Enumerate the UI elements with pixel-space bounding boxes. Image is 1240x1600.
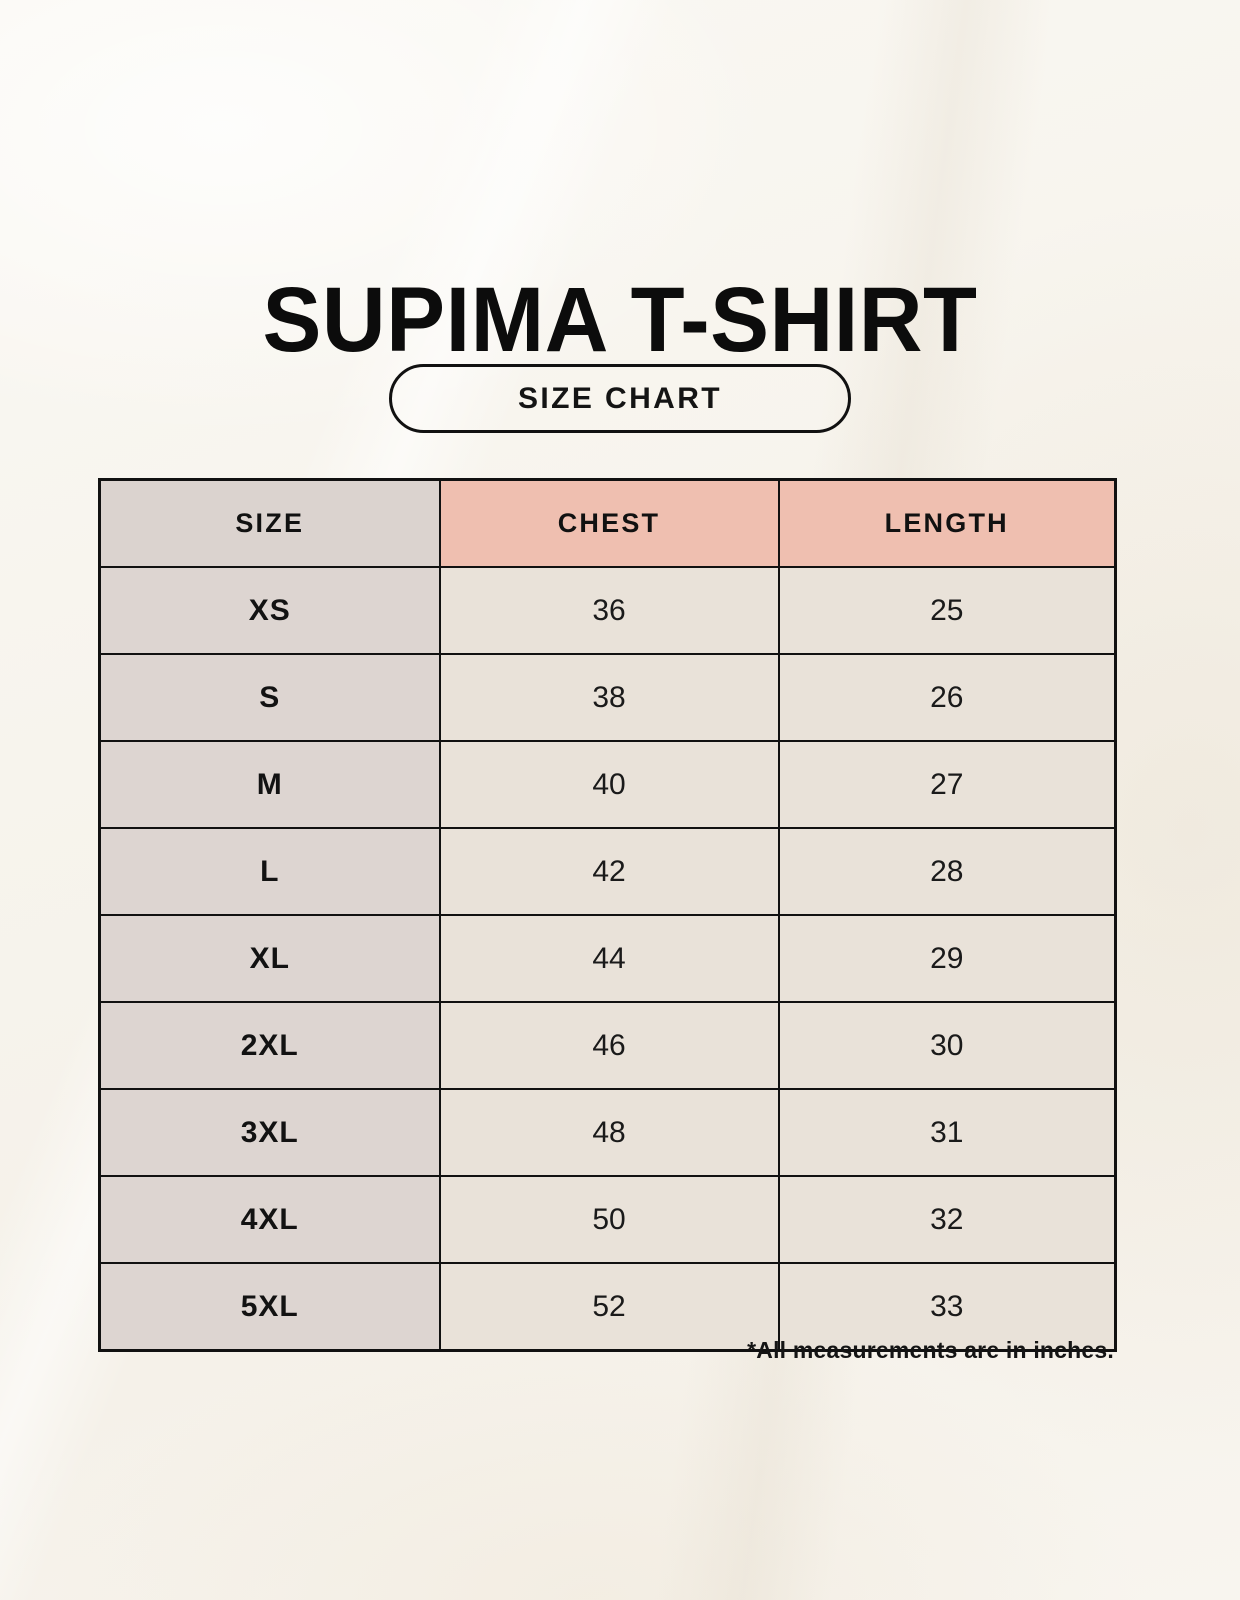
cell-size: XL: [98, 914, 441, 1003]
table-row: 5XL 52 33: [98, 1262, 1117, 1352]
size-table-body: XS 36 25 S 38 26 M 40 27 L 42 28: [98, 566, 1117, 1352]
column-header-size: SIZE: [98, 478, 441, 568]
table-row: XS 36 25: [98, 566, 1117, 655]
cell-length: 26: [777, 653, 1117, 742]
cell-chest: 44: [438, 914, 780, 1003]
cell-length: 32: [777, 1175, 1117, 1264]
cell-chest: 52: [438, 1262, 780, 1352]
cell-size: 3XL: [98, 1088, 441, 1177]
cell-chest: 42: [438, 827, 780, 916]
cell-length: 30: [777, 1001, 1117, 1090]
cell-length: 28: [777, 827, 1117, 916]
cell-chest: 48: [438, 1088, 780, 1177]
cell-length: 31: [777, 1088, 1117, 1177]
cell-size: L: [98, 827, 441, 916]
column-header-length: LENGTH: [777, 478, 1117, 568]
cell-length: 25: [777, 566, 1117, 655]
cell-size: 5XL: [98, 1262, 441, 1352]
size-table: SIZE CHEST LENGTH XS 36 25 S 38 26 M: [98, 478, 1117, 1352]
size-table-header: SIZE CHEST LENGTH: [98, 478, 1117, 568]
cell-chest: 36: [438, 566, 780, 655]
cell-size: XS: [98, 566, 441, 655]
size-chart-badge: SIZE CHART: [389, 364, 851, 433]
size-chart-badge-container: SIZE CHART: [0, 364, 1240, 433]
table-row: L 42 28: [98, 827, 1117, 916]
table-row: XL 44 29: [98, 914, 1117, 1003]
cell-chest: 46: [438, 1001, 780, 1090]
cell-size: S: [98, 653, 441, 742]
measurement-units-footnote: *All measurements are in inches.: [747, 1337, 1114, 1363]
cell-length: 27: [777, 740, 1117, 829]
size-chart-badge-label: SIZE CHART: [518, 381, 722, 415]
cell-chest: 38: [438, 653, 780, 742]
cell-size: M: [98, 740, 441, 829]
table-row: S 38 26: [98, 653, 1117, 742]
table-row: M 40 27: [98, 740, 1117, 829]
table-header-row: SIZE CHEST LENGTH: [98, 478, 1117, 568]
table-row: 4XL 50 32: [98, 1175, 1117, 1264]
cell-chest: 40: [438, 740, 780, 829]
cell-size: 4XL: [98, 1175, 441, 1264]
cell-length: 29: [777, 914, 1117, 1003]
cell-size: 2XL: [98, 1001, 441, 1090]
table-row: 2XL 46 30: [98, 1001, 1117, 1090]
table-row: 3XL 48 31: [98, 1088, 1117, 1177]
cell-chest: 50: [438, 1175, 780, 1264]
size-table-container: SIZE CHEST LENGTH XS 36 25 S 38 26 M: [98, 478, 1117, 1352]
column-header-chest: CHEST: [438, 478, 780, 568]
page-title: SUPIMA T-SHIRT: [262, 268, 978, 371]
cell-length: 33: [777, 1262, 1117, 1352]
